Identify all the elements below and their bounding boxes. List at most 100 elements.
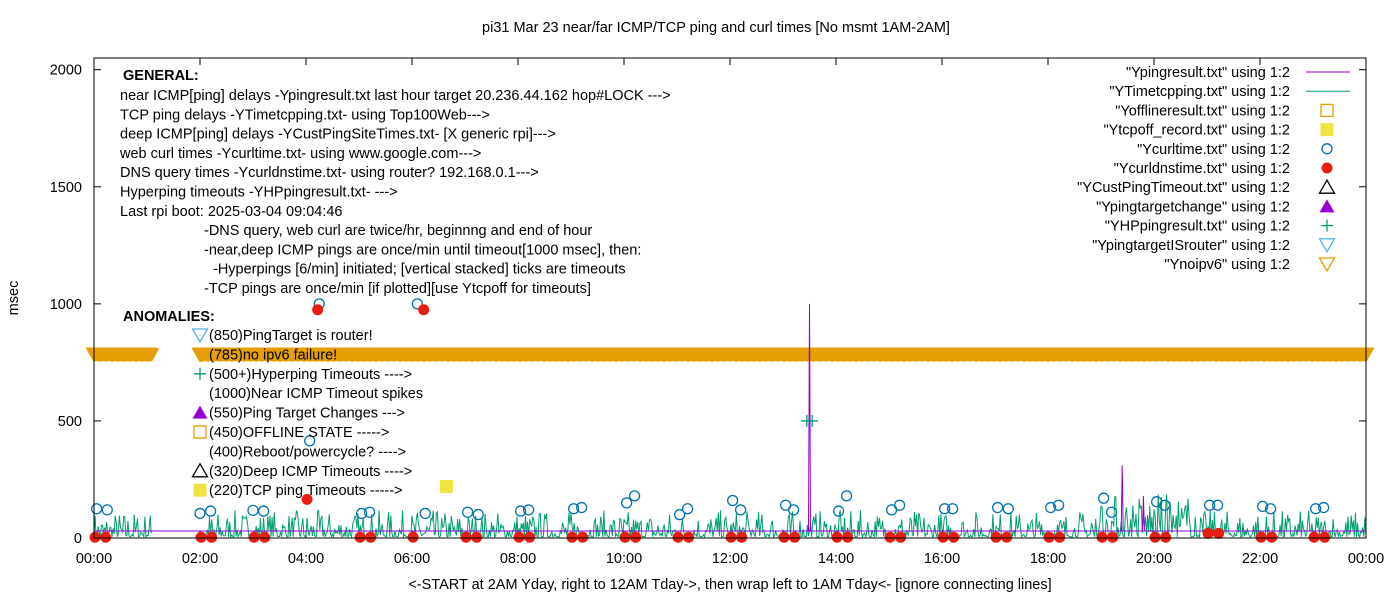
ycurldnstime-point xyxy=(1096,531,1108,543)
legend-swatch xyxy=(1318,178,1336,194)
ycurltime-point xyxy=(101,504,113,516)
ycurltime-point xyxy=(355,507,368,520)
anomaly-item: (220)TCP ping Timeouts -----> xyxy=(209,483,403,499)
ycurldnstime-point xyxy=(1043,531,1055,543)
legend-label: "Ycurldnstime.txt" using 1:2 xyxy=(1114,161,1290,177)
ycurltime-point xyxy=(1098,492,1110,504)
ycurldnstime-point xyxy=(937,531,949,543)
ycurltime-point xyxy=(946,503,959,515)
ycurltime-point xyxy=(840,490,853,502)
anomaly-marker xyxy=(194,367,206,380)
ycurldnstime-point xyxy=(948,531,960,543)
anomaly-item: (1000)Near ICMP Timeout spikes xyxy=(209,386,423,402)
ycurltime-point xyxy=(522,504,535,516)
ycurltime-point xyxy=(1052,499,1065,511)
ycurldnstime-point xyxy=(884,531,896,543)
legend-label: "YCustPingTimeout.txt" using 1:2 xyxy=(1077,180,1290,196)
general-note: -TCP pings are once/min [if plotted][use… xyxy=(204,281,591,297)
legend-swatch xyxy=(1318,238,1336,254)
ypingresult-spike xyxy=(1120,465,1124,531)
anomaly-marker xyxy=(193,483,207,497)
ycurldnstime-point xyxy=(566,531,578,543)
ycurldnstime-point xyxy=(301,493,313,505)
anomaly-item: (785)no ipv6 failure! xyxy=(209,347,337,363)
legend-swatch xyxy=(1320,103,1334,118)
legend-label: "Ycurltime.txt" using 1:2 xyxy=(1137,142,1290,158)
general-note: -Hyperpings [6/min] initiated; [vertical… xyxy=(213,262,626,278)
ycurldnstime-point xyxy=(1107,531,1119,543)
general-note: -near,deep ICMP pings are once/min until… xyxy=(204,242,641,258)
ynoipv6-band-fill xyxy=(87,348,160,362)
x-tick-label: 20:00 xyxy=(1136,551,1172,567)
ycurltime-point xyxy=(1310,503,1322,515)
ycurldnstime-point xyxy=(206,531,218,543)
legend-swatch xyxy=(1319,199,1335,213)
anomaly-item: (400)Reboot/powercycle? ----> xyxy=(209,444,406,460)
ycurltime-point xyxy=(621,497,633,509)
ycurldnstime-point xyxy=(195,531,207,543)
anomaly-marker xyxy=(191,328,209,344)
legend-label: "Yofflineresult.txt" using 1:2 xyxy=(1115,103,1290,119)
general-line: web curl times -Ycurltime.txt- using www… xyxy=(119,146,481,162)
ycurltime-point xyxy=(1264,503,1277,515)
ycurldnstime-point xyxy=(895,531,907,543)
ypingresult-spike xyxy=(808,303,811,531)
ycurltime-point xyxy=(575,501,588,514)
ycurldnstime-point xyxy=(1255,531,1267,543)
ycurltime-point xyxy=(628,490,641,502)
x-tick-label: 18:00 xyxy=(1030,551,1066,567)
ycurltime-point xyxy=(204,505,217,517)
ycurldnstime-point xyxy=(577,531,589,543)
ycurltime-point xyxy=(939,503,951,515)
ycurldnstime-point xyxy=(630,531,642,543)
ycurltime-point xyxy=(515,505,527,517)
general-line: Hyperping timeouts -YHPpingresult.txt- -… xyxy=(120,185,398,201)
ycurldnstime-point xyxy=(1054,531,1066,543)
ycurltime-point xyxy=(681,503,694,515)
anomaly-item: (450)OFFLINE STATE -----> xyxy=(209,425,389,441)
ycurldnstime-point xyxy=(672,531,684,543)
chart-title: pi31 Mar 23 near/far ICMP/TCP ping and c… xyxy=(482,20,950,36)
ypingresult-spike xyxy=(1141,495,1145,531)
ycurldnstime-point xyxy=(312,304,324,316)
ycurltime-point xyxy=(194,507,206,520)
anomaly-marker xyxy=(191,462,209,478)
ycurltime-point xyxy=(992,501,1004,514)
anomaly-item: (500+)Hyperping Timeouts ----> xyxy=(209,367,412,383)
y-axis-label: msec xyxy=(6,281,22,316)
ynoipv6-band xyxy=(85,347,1375,363)
x-tick-label: 00:00 xyxy=(1348,551,1384,567)
ycurltime-point xyxy=(1317,501,1330,514)
x-tick-label: 12:00 xyxy=(712,551,748,567)
general-line: Last rpi boot: 2025-03-04 09:04:46 xyxy=(120,204,343,220)
ycurldnstime-point xyxy=(1202,527,1214,539)
ycurldnstime-point xyxy=(683,531,695,543)
y-tick-label: 0 xyxy=(74,531,82,547)
ycurltime-point xyxy=(568,503,580,515)
ycurldnstime-point xyxy=(1266,531,1278,543)
anomaly-marker xyxy=(191,347,209,363)
ycurltime-point xyxy=(257,505,270,517)
legend-swatch xyxy=(1321,162,1333,174)
ycurldnstime-point xyxy=(248,531,260,543)
x-tick-label: 14:00 xyxy=(818,551,854,567)
anomaly-item: (320)Deep ICMP Timeouts ----> xyxy=(209,464,412,480)
x-axis-label: <-START at 2AM Yday, right to 12AM Tday-… xyxy=(408,577,1051,593)
legend-label: "YpingtargetISrouter" using 1:2 xyxy=(1092,238,1290,254)
legend-swatch xyxy=(1321,143,1333,155)
ycurldnstime-point xyxy=(100,531,112,543)
general-heading: GENERAL: xyxy=(123,68,199,84)
ycurltime-point xyxy=(363,506,376,518)
anomaly-marker xyxy=(193,425,207,439)
x-tick-label: 02:00 xyxy=(182,551,218,567)
ycurldnstime-point xyxy=(460,531,472,543)
ycurltime-point xyxy=(1204,499,1216,511)
ycurltime-point xyxy=(1002,503,1014,515)
ycurldnstime-point xyxy=(1213,527,1225,539)
ycurldnstime-point xyxy=(1160,531,1172,543)
x-tick-label: 08:00 xyxy=(500,551,536,567)
ycurltime-point xyxy=(472,508,484,521)
ycurldnstime-point xyxy=(418,304,430,316)
ycurldnstime-point xyxy=(89,531,101,543)
ycurldnstime-point xyxy=(1319,531,1331,543)
